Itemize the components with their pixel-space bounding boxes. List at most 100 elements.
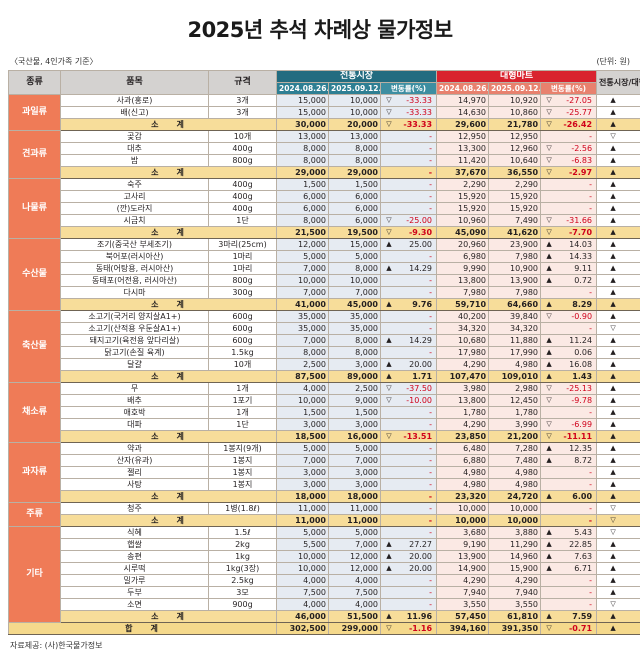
rate-value: - — [393, 275, 432, 286]
trad-price-curr: 3,000 — [329, 479, 381, 491]
compare-value: 48.50 — [617, 335, 640, 346]
trad-price-prev: 13,000 — [277, 131, 329, 143]
item-name: 조기(중국산 부세조기) — [61, 239, 209, 251]
trad-price-curr: 3,000 — [329, 419, 381, 431]
subtotal-mart-prev: 23,320 — [437, 491, 489, 503]
arrow-up-icon: ▲ — [609, 239, 617, 250]
trad-price-curr: 15,000 — [329, 239, 381, 251]
compare-cell: ▽-0.38 — [597, 131, 640, 143]
compare-cell: ▲61.29 — [597, 539, 640, 551]
arrow-up-icon: ▲ — [385, 371, 393, 382]
rate-value: -1.16 — [393, 623, 432, 634]
arrow-up-icon: ▲ — [545, 335, 553, 346]
trad-rate-cell: - — [381, 527, 437, 539]
rate-value: - — [553, 287, 592, 298]
arrow-down-icon: ▽ — [545, 167, 553, 178]
mart-price-prev: 12,950 — [437, 131, 489, 143]
rate-value: - — [393, 515, 432, 526]
compare-cell: ▲9.20 — [597, 95, 640, 107]
unit-note: (단위: 원) — [596, 56, 630, 67]
subtotal-trad-prev: 11,000 — [277, 515, 329, 527]
arrow-up-icon: ▲ — [609, 419, 617, 430]
compare-cell: ▲20.02 — [597, 611, 640, 623]
mart-price-prev: 6,980 — [437, 251, 489, 263]
arrow-up-icon: ▲ — [545, 563, 553, 574]
mart-rate-cell: - — [541, 575, 597, 587]
mart-price-prev: 40,200 — [437, 311, 489, 323]
arrow-up-icon: ▲ — [609, 299, 617, 310]
compare-value: 165.33 — [617, 203, 640, 214]
col-large-mart: 대형마트 — [437, 71, 597, 83]
trad-rate-cell: ▲20.00 — [381, 563, 437, 575]
trad-price-curr: 3,000 — [329, 467, 381, 479]
mart-price-prev: 10,000 — [437, 503, 489, 515]
subtotal-trad-prev: 41,000 — [277, 299, 329, 311]
mart-rate-cell: ▽-25.77 — [541, 107, 597, 119]
rate-value: - — [553, 479, 592, 490]
rate-value: - — [393, 167, 432, 178]
rate-value: - — [393, 467, 432, 478]
rate-value: - — [393, 479, 432, 490]
trad-rate-cell: - — [381, 419, 437, 431]
mart-rate-cell: ▲11.24 — [541, 335, 597, 347]
mart-price-curr: 3,880 — [489, 527, 541, 539]
compare-cell: ▲19.20 — [597, 383, 640, 395]
rate-value: -9.78 — [553, 395, 592, 406]
trad-price-prev: 8,000 — [277, 143, 329, 155]
trad-price-curr: 4,000 — [329, 575, 381, 587]
mart-price-curr: 14,960 — [489, 551, 541, 563]
col-mart-date-prev: 2024.08.26. — [437, 83, 489, 95]
trad-rate-cell: - — [381, 467, 437, 479]
trad-price-curr: 8,000 — [329, 347, 381, 359]
trad-rate-cell: - — [381, 251, 437, 263]
trad-rate-cell: - — [381, 587, 437, 599]
subtotal-trad-curr: 45,000 — [329, 299, 381, 311]
trad-rate-cell: - — [381, 155, 437, 167]
mart-price-curr: 3,990 — [489, 419, 541, 431]
mart-rate-cell: ▽-27.05 — [541, 95, 597, 107]
mart-price-curr: 10,900 — [489, 263, 541, 275]
page-title: 2025년 추석 차례상 물가정보 — [8, 0, 632, 56]
rate-value: 16.08 — [553, 359, 592, 370]
mart-rate-cell: - — [541, 407, 597, 419]
mart-price-prev: 4,290 — [437, 359, 489, 371]
mart-price-prev: 3,550 — [437, 599, 489, 611]
trad-price-curr: 9,000 — [329, 395, 381, 407]
mart-rate-cell: ▽-2.56 — [541, 143, 597, 155]
trad-rate-cell: - — [381, 347, 437, 359]
rate-value: - — [393, 455, 432, 466]
trad-rate-cell: - — [381, 287, 437, 299]
arrow-up-icon: ▲ — [609, 359, 617, 370]
item-name: 배추 — [61, 395, 209, 407]
grand-total-label: 합계 — [9, 623, 277, 635]
subtotal-trad-rate: - — [381, 515, 437, 527]
compare-cell: ▲36.25 — [597, 263, 640, 275]
item-name: 청주 — [61, 503, 209, 515]
subtotal-row: 소계21,50019,500▽-9.3045,09041,620▽-7.70▲1… — [9, 227, 640, 239]
rate-value: 1.43 — [553, 371, 592, 382]
rate-value: - — [393, 347, 432, 358]
mart-rate-cell: - — [541, 191, 597, 203]
subtotal-label: 소계 — [61, 611, 277, 623]
arrow-down-icon: ▽ — [609, 599, 617, 610]
mart-price-prev: 13,900 — [437, 551, 489, 563]
rate-value: -25.77 — [553, 107, 592, 118]
trad-rate-cell: - — [381, 479, 437, 491]
rate-value: - — [393, 575, 432, 586]
rate-value: -11.11 — [553, 431, 592, 442]
subtotal-mart-rate: - — [541, 515, 597, 527]
arrow-down-icon: ▽ — [609, 515, 617, 526]
subtotal-trad-rate: ▲11.96 — [381, 611, 437, 623]
col-spec: 규격 — [209, 71, 277, 95]
mart-rate-cell: - — [541, 203, 597, 215]
category-label: 기타 — [9, 527, 61, 623]
mart-price-curr: 7,490 — [489, 215, 541, 227]
trad-rate-cell: ▽-25.00 — [381, 215, 437, 227]
compare-cell: ▲7.25 — [597, 575, 640, 587]
